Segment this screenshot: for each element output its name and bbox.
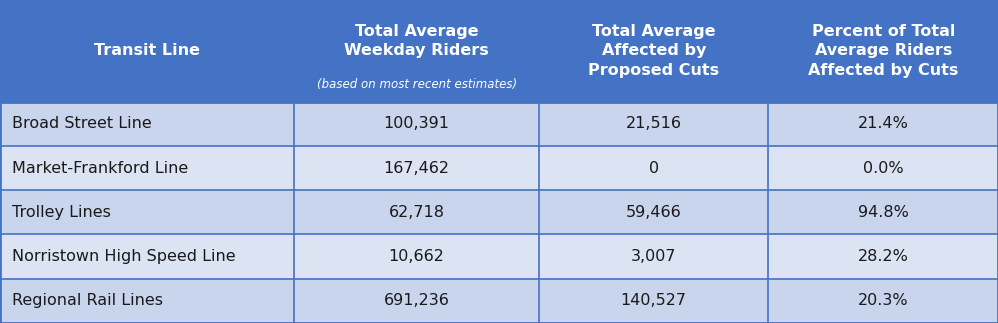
Text: Norristown High Speed Line: Norristown High Speed Line — [12, 249, 236, 264]
Text: Regional Rail Lines: Regional Rail Lines — [12, 293, 163, 308]
Text: 20.3%: 20.3% — [858, 293, 908, 308]
Bar — [539, 190, 768, 234]
Text: 62,718: 62,718 — [388, 205, 445, 220]
Bar — [539, 0, 768, 102]
Bar — [294, 0, 539, 102]
Text: Transit Line: Transit Line — [94, 43, 201, 58]
Text: 59,466: 59,466 — [626, 205, 682, 220]
Bar — [539, 146, 768, 190]
Bar — [0, 279, 294, 323]
Bar — [0, 190, 294, 234]
Text: 0.0%: 0.0% — [863, 161, 903, 176]
Bar — [768, 146, 998, 190]
Text: 0: 0 — [649, 161, 659, 176]
Text: Broad Street Line: Broad Street Line — [12, 116, 152, 131]
Bar — [539, 279, 768, 323]
Bar — [294, 234, 539, 279]
Bar — [768, 190, 998, 234]
Bar — [0, 234, 294, 279]
Text: Market-Frankford Line: Market-Frankford Line — [12, 161, 189, 176]
Text: 10,662: 10,662 — [389, 249, 444, 264]
Text: 691,236: 691,236 — [383, 293, 450, 308]
Text: 167,462: 167,462 — [383, 161, 450, 176]
Bar — [0, 146, 294, 190]
Text: 140,527: 140,527 — [621, 293, 687, 308]
Text: 3,007: 3,007 — [631, 249, 677, 264]
Text: 21.4%: 21.4% — [858, 116, 908, 131]
Bar — [0, 0, 294, 102]
Text: Trolley Lines: Trolley Lines — [12, 205, 111, 220]
Text: Total Average
Affected by
Proposed Cuts: Total Average Affected by Proposed Cuts — [588, 24, 720, 78]
Text: (based on most recent estimates): (based on most recent estimates) — [316, 78, 517, 91]
Text: 100,391: 100,391 — [383, 116, 450, 131]
Bar — [768, 234, 998, 279]
Text: 21,516: 21,516 — [626, 116, 682, 131]
Bar — [294, 279, 539, 323]
Bar — [294, 102, 539, 146]
Text: 28.2%: 28.2% — [858, 249, 908, 264]
Bar — [294, 190, 539, 234]
Bar — [294, 146, 539, 190]
Bar — [539, 234, 768, 279]
Bar — [768, 0, 998, 102]
Bar — [539, 102, 768, 146]
Text: Percent of Total
Average Riders
Affected by Cuts: Percent of Total Average Riders Affected… — [808, 24, 958, 78]
Text: 94.8%: 94.8% — [858, 205, 908, 220]
Bar — [768, 102, 998, 146]
Bar — [0, 102, 294, 146]
Text: Total Average
Weekday Riders: Total Average Weekday Riders — [344, 24, 489, 58]
Bar — [768, 279, 998, 323]
